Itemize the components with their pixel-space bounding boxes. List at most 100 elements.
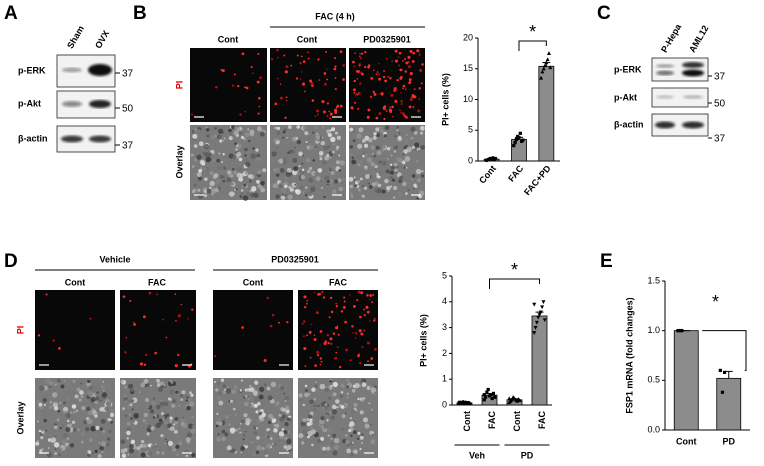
cell-texture (305, 157, 311, 163)
cell-dot (370, 76, 374, 80)
cell-texture (415, 168, 422, 175)
cell-texture (153, 397, 156, 400)
cell-texture (329, 379, 333, 383)
cell-texture (386, 147, 391, 151)
cell-texture (38, 385, 45, 391)
cell-texture (275, 194, 280, 199)
cell-dot (342, 64, 345, 67)
cell-texture (298, 432, 304, 439)
cell-texture (223, 418, 226, 421)
cell-texture (280, 435, 284, 440)
cell-texture (250, 408, 253, 411)
cell-texture (44, 384, 47, 386)
cell-texture (326, 153, 330, 157)
cell-dot (145, 353, 147, 356)
cell-dot (245, 86, 249, 90)
cell-texture (411, 178, 414, 181)
cell-texture (72, 427, 77, 432)
cell-dot (353, 101, 357, 104)
data-point (457, 400, 462, 405)
cell-dot (359, 55, 361, 57)
cell-dot (353, 92, 356, 94)
panel-letter: C (597, 3, 611, 24)
cell-texture (199, 159, 205, 165)
cell-dot (310, 82, 314, 86)
cell-dot (330, 296, 333, 299)
cell-texture (352, 428, 355, 431)
cell-texture (164, 441, 168, 445)
cell-dot (191, 308, 194, 311)
cell-dot (319, 330, 323, 333)
cell-texture (336, 406, 339, 409)
cell-texture (330, 437, 333, 441)
cell-texture (54, 401, 58, 405)
cell-texture (59, 427, 62, 430)
cell-texture (407, 188, 411, 192)
cell-texture (329, 156, 332, 159)
data-point (534, 320, 539, 325)
cell-texture (417, 146, 420, 149)
cell-texture (216, 158, 221, 163)
cell-texture (399, 175, 403, 180)
cell-dot (89, 317, 92, 320)
cell-texture (349, 184, 354, 189)
cell-texture (35, 441, 40, 446)
cell-texture (308, 177, 314, 183)
cell-dot (340, 310, 344, 313)
cell-texture (180, 401, 182, 403)
cell-texture (69, 443, 75, 448)
cell-dot (409, 71, 413, 76)
row-label: PI (174, 81, 184, 90)
cell-dot (239, 113, 242, 116)
cell-texture (210, 149, 214, 154)
cell-texture (106, 437, 111, 441)
cell-texture (326, 179, 331, 184)
cell-texture (414, 160, 417, 164)
cell-texture (266, 427, 271, 432)
cell-texture (349, 417, 352, 420)
cell-texture (256, 126, 262, 132)
cell-texture (232, 407, 236, 411)
cell-dot (408, 61, 410, 63)
cell-texture (348, 429, 352, 433)
cell-dot (353, 88, 356, 92)
cell-texture (340, 391, 344, 394)
cell-texture (371, 392, 374, 395)
cell-texture (175, 390, 179, 395)
cell-dot (334, 65, 337, 68)
cell-texture (307, 392, 311, 396)
band (655, 121, 675, 129)
annotation: * (712, 292, 719, 312)
cell-texture (324, 403, 328, 406)
cell-texture (237, 399, 243, 405)
cell-texture (196, 172, 202, 178)
bar (538, 65, 555, 162)
cell-texture (356, 133, 362, 139)
cell-dot (317, 293, 320, 296)
cell-texture (234, 428, 238, 432)
cell-texture (230, 182, 234, 186)
cell-texture (236, 144, 239, 148)
cell-texture (73, 411, 76, 413)
cell-texture (91, 409, 97, 415)
cell-texture (45, 378, 51, 384)
cell-dot (263, 358, 267, 363)
cell-dot (52, 339, 55, 342)
cell-texture (230, 429, 235, 434)
cell-texture (66, 436, 70, 441)
cell-texture (390, 154, 393, 157)
cell-dot (334, 88, 337, 91)
cell-texture (277, 439, 280, 442)
cell-texture (334, 156, 337, 159)
cell-dot (400, 68, 403, 71)
cell-texture (329, 179, 334, 183)
cell-texture (276, 173, 280, 177)
marker-label: 37 (122, 141, 134, 152)
cell-texture (330, 170, 335, 176)
cell-texture (104, 406, 109, 411)
cell-dot (177, 353, 180, 357)
cell-texture (105, 401, 112, 407)
cell-texture (360, 441, 364, 444)
cell-dot (142, 315, 146, 319)
cell-texture (56, 378, 61, 383)
